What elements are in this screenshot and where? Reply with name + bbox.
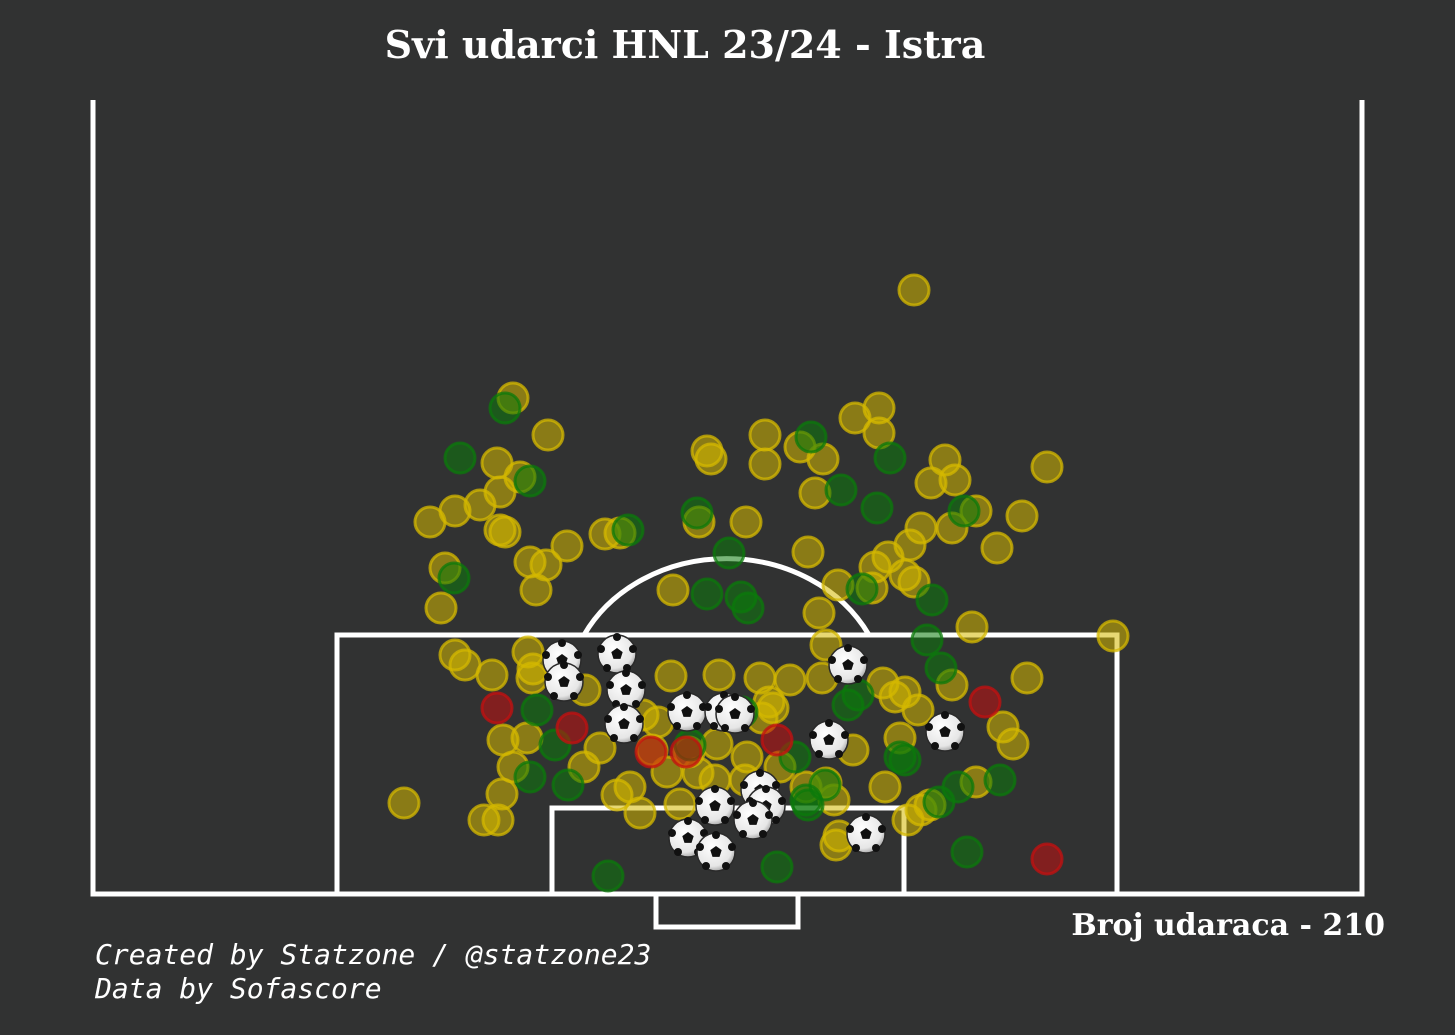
data-source-line: Data by Sofascore xyxy=(95,972,382,1005)
shot-marker-off-target xyxy=(891,803,925,837)
shot-marker-off-target xyxy=(1030,450,1064,484)
shot-marker-off-target xyxy=(413,505,447,539)
shot-count-label: Broj udaraca - 210 xyxy=(1071,908,1385,943)
shot-marker-blocked xyxy=(520,693,554,727)
shot-marker-blocked xyxy=(860,491,894,525)
shot-marker-off-target xyxy=(1010,661,1044,695)
goal-marker xyxy=(695,785,735,826)
shots-layer xyxy=(387,273,1130,893)
shot-marker-off-target xyxy=(729,505,763,539)
shot-marker-off-target xyxy=(485,777,519,811)
shot-marker-blocked xyxy=(950,835,984,869)
shot-marker-off-target xyxy=(897,273,931,307)
shot-marker-on-target xyxy=(555,711,589,745)
shot-marker-blocked xyxy=(488,391,522,425)
shot-marker-blocked xyxy=(611,513,645,547)
shot-marker-off-target xyxy=(938,463,972,497)
shot-marker-off-target xyxy=(955,610,989,644)
shot-marker-blocked xyxy=(873,441,907,475)
shot-marker-blocked xyxy=(690,577,724,611)
shot-marker-blocked xyxy=(680,496,714,530)
shot-marker-off-target xyxy=(623,796,657,830)
shot-marker-on-target xyxy=(1030,842,1064,876)
shot-marker-blocked xyxy=(845,572,879,606)
shot-marker-on-target xyxy=(760,723,794,757)
goal-marker xyxy=(715,693,755,734)
shot-marker-blocked xyxy=(924,651,958,685)
shot-marker-off-target xyxy=(980,531,1014,565)
shot-marker-off-target xyxy=(448,648,482,682)
shot-marker-off-target xyxy=(748,447,782,481)
shot-marker-off-target xyxy=(802,596,836,630)
goal-marker xyxy=(846,813,886,854)
shot-marker-blocked xyxy=(513,760,547,794)
shot-marker-blocked xyxy=(513,464,547,498)
goal-marker xyxy=(597,633,637,674)
goal-marker xyxy=(667,691,707,732)
shot-marker-off-target xyxy=(600,778,634,812)
shot-marker-on-target xyxy=(634,735,668,769)
shot-marker-off-target xyxy=(730,740,764,774)
shot-marker-blocked xyxy=(443,441,477,475)
goal-marker xyxy=(733,799,773,840)
shot-marker-blocked xyxy=(910,623,944,657)
shot-marker-off-target xyxy=(531,418,565,452)
shot-marker-blocked xyxy=(760,850,794,884)
goal-frame xyxy=(653,891,801,930)
shot-marker-on-target xyxy=(480,691,514,725)
goal-marker xyxy=(606,669,646,710)
shot-marker-blocked xyxy=(983,763,1017,797)
credit-line: Created by Statzone / @statzone23 xyxy=(95,938,652,971)
goal-marker xyxy=(809,719,849,760)
shot-marker-blocked xyxy=(437,561,471,595)
shot-marker-off-target xyxy=(700,727,734,761)
shot-marker-off-target xyxy=(519,573,553,607)
shot-marker-off-target xyxy=(868,770,902,804)
shot-marker-blocked xyxy=(551,768,585,802)
shot-marker-off-target xyxy=(550,529,584,563)
shot-marker-blocked xyxy=(794,420,828,454)
shot-marker-blocked xyxy=(591,859,625,893)
goal-marker xyxy=(925,711,965,752)
shot-marker-off-target xyxy=(488,515,522,549)
goal-marker xyxy=(696,831,736,872)
shot-marker-blocked xyxy=(824,473,858,507)
goal-marker xyxy=(544,661,584,702)
shot-marker-off-target xyxy=(424,591,458,625)
shot-marker-off-target xyxy=(1005,499,1039,533)
shot-marker-off-target xyxy=(773,663,807,697)
shot-marker-off-target xyxy=(1096,619,1130,653)
shot-marker-blocked xyxy=(712,536,746,570)
shot-marker-off-target xyxy=(656,573,690,607)
shot-marker-blocked xyxy=(883,740,917,774)
shot-marker-off-target xyxy=(387,786,421,820)
goal-marker xyxy=(828,644,868,685)
shot-marker-off-target xyxy=(996,727,1030,761)
shot-marker-off-target xyxy=(663,787,697,821)
shot-marker-blocked xyxy=(731,591,765,625)
shot-marker-off-target xyxy=(510,721,544,755)
shot-marker-off-target xyxy=(748,418,782,452)
chart-title: Svi udarci HNL 23/24 - Istra xyxy=(384,22,986,67)
shot-marker-on-target xyxy=(669,735,703,769)
shot-marker-blocked xyxy=(947,494,981,528)
shot-marker-off-target xyxy=(694,442,728,476)
shot-marker-off-target xyxy=(791,535,825,569)
shot-marker-on-target xyxy=(968,685,1002,719)
shot-marker-off-target xyxy=(583,731,617,765)
shot-marker-off-target xyxy=(702,658,736,692)
shot-marker-off-target xyxy=(475,658,509,692)
goal-marker xyxy=(604,703,644,744)
shot-marker-off-target xyxy=(901,693,935,727)
shot-marker-blocked xyxy=(922,785,956,819)
shot-marker-blocked xyxy=(915,583,949,617)
shot-marker-off-target xyxy=(654,659,688,693)
shot-marker-blocked xyxy=(808,768,842,802)
goals-layer xyxy=(542,633,965,872)
